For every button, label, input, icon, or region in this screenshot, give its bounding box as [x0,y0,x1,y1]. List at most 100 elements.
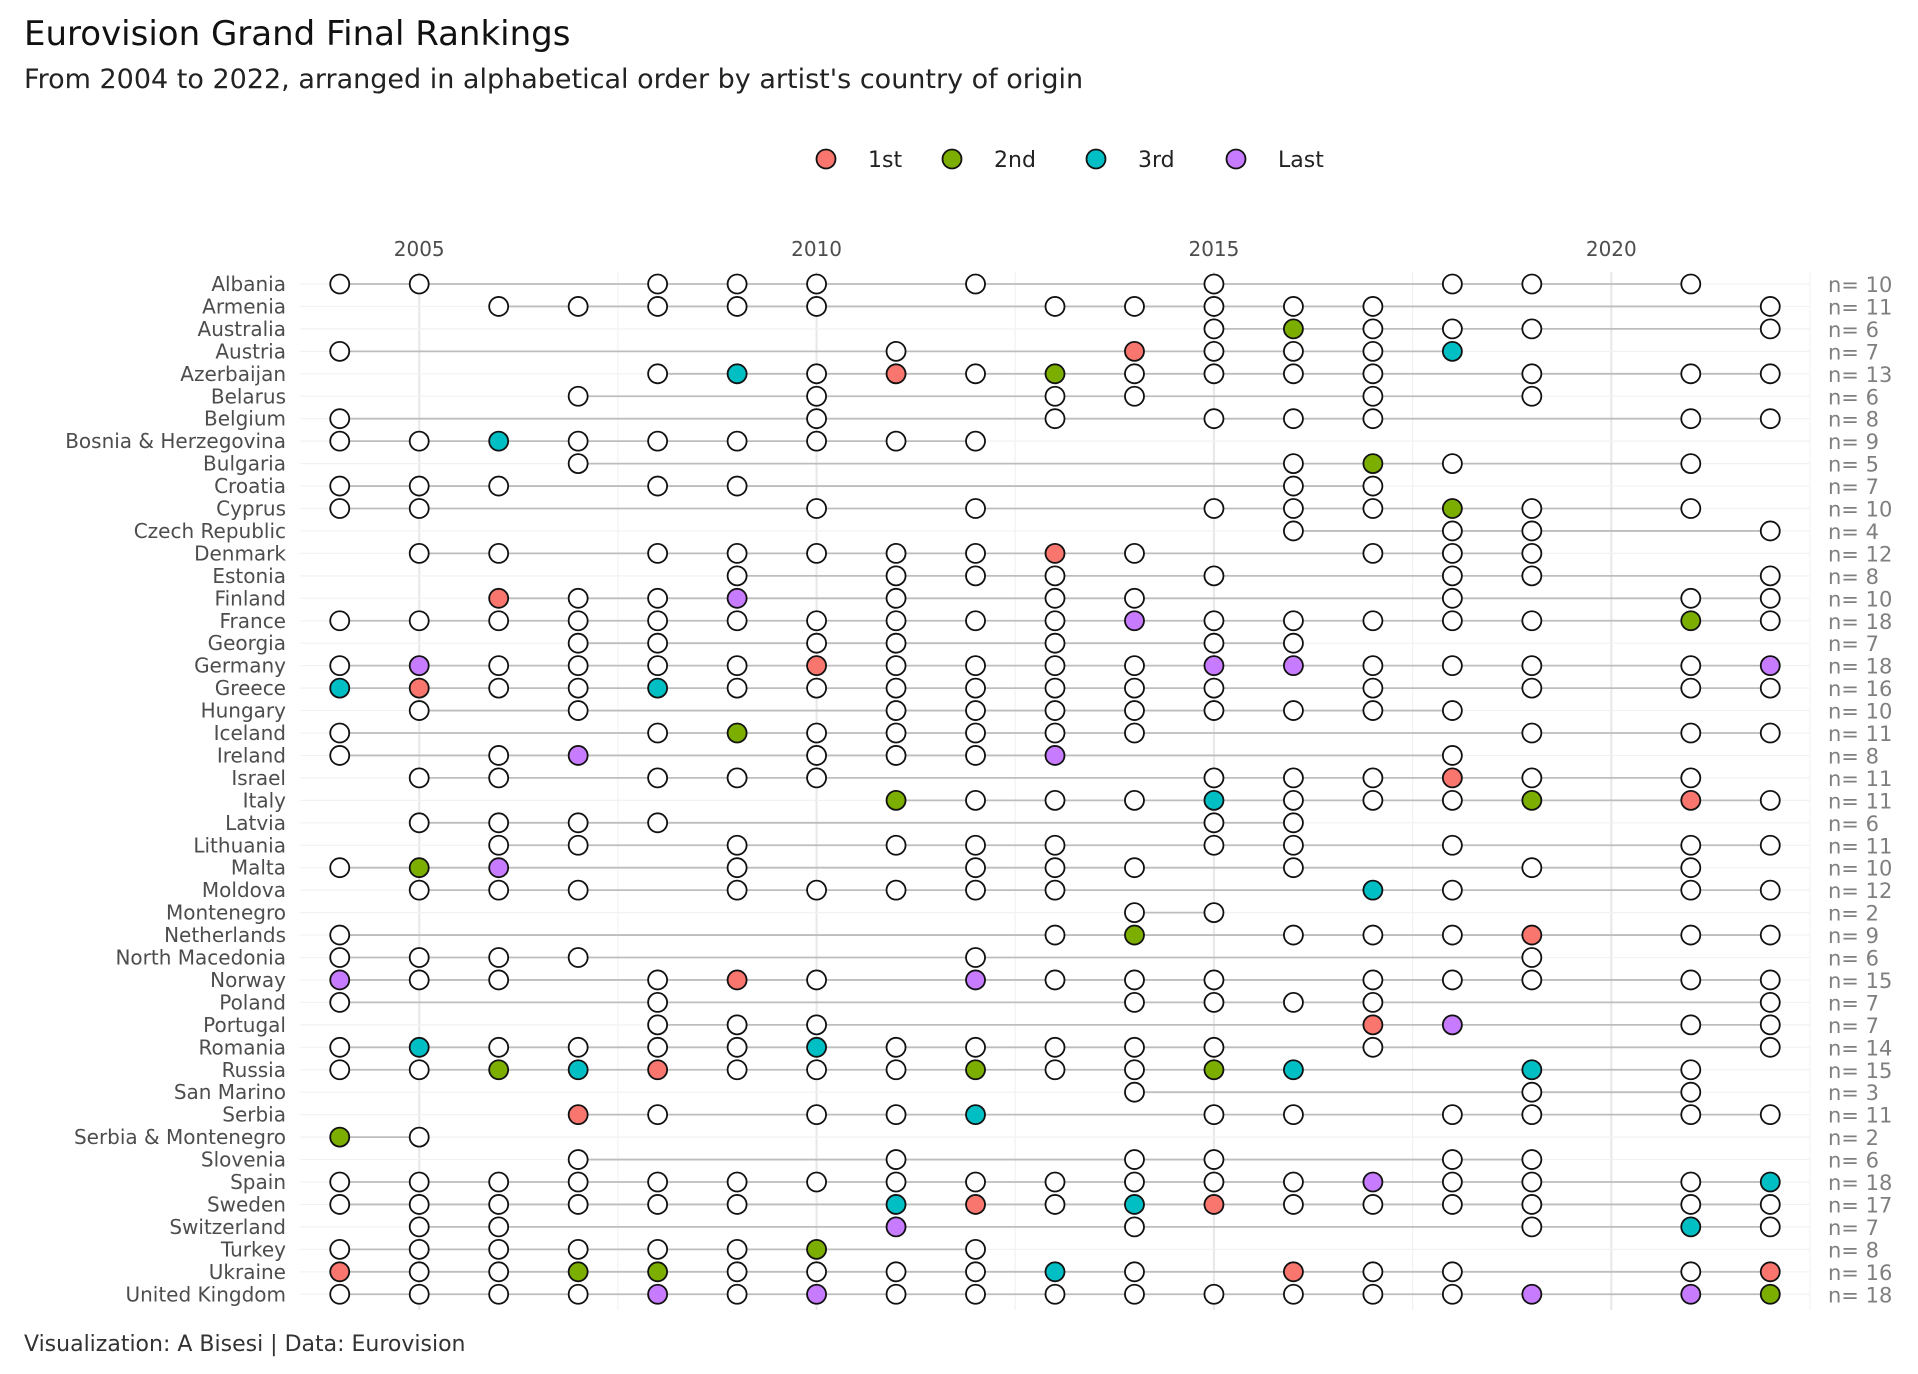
result-point [1362,475,1384,497]
result-point [647,610,669,632]
result-point [1521,1149,1543,1170]
country-row: Romania n= 14 [199,1035,1893,1060]
count-label: n= 6 [1828,1149,1879,1173]
country-label: Germany [194,654,286,678]
result-point [726,834,748,856]
result-point [885,1283,907,1305]
result-point [1203,296,1225,317]
country-row: Croatia n= 7 [214,474,1879,499]
count-label: n= 8 [1828,408,1879,432]
result-point [885,565,907,587]
country-label: Spain [230,1170,286,1194]
country-label: Albania [211,272,286,296]
result-point [726,1283,748,1305]
result-point [965,1238,986,1260]
result-point [806,677,827,699]
result-point [726,857,748,879]
result-point [806,745,827,766]
result-point [885,1036,907,1058]
country-label: Azerbaijan [180,362,286,386]
result-point [1044,677,1066,699]
count-label: n= 18 [1828,1283,1892,1307]
result-point [1362,700,1384,721]
result-point [1203,812,1225,834]
result-point [1362,992,1384,1013]
result-point [1362,296,1384,317]
result-point [567,453,589,475]
result-point [647,992,669,1013]
result-point [1124,969,1145,991]
result-point [1441,610,1463,632]
result-point [1283,789,1304,811]
result-point [647,1194,669,1215]
result-point [1283,834,1304,856]
result-point-last [1362,1171,1384,1193]
result-point [1521,857,1543,879]
count-label: n= 2 [1828,1126,1879,1150]
result-point [1044,857,1066,879]
result-point [1362,969,1384,991]
result-point [1124,857,1145,879]
result-point [329,273,351,295]
result-point [1680,1081,1702,1103]
country-label: Serbia [222,1103,286,1127]
country-label: Ireland [217,743,286,767]
count-label: n= 3 [1828,1081,1879,1105]
result-point [488,969,510,991]
result-point [1680,1261,1702,1283]
result-point [1521,947,1543,968]
country-row: Montenegro n= 2 [166,901,1879,926]
result-point [1124,1036,1145,1058]
country-row: Georgia n= 7 [208,631,1879,656]
result-point [806,767,827,789]
count-label: n= 11 [1828,1104,1892,1128]
country-row: France n= 18 [219,609,1892,634]
result-point [647,475,669,497]
count-label: n= 12 [1828,879,1892,903]
country-label: Slovenia [201,1148,286,1172]
result-point [1362,340,1384,362]
result-point [408,767,430,789]
result-point [329,408,351,430]
country-row: Bosnia & Herzegovina n= 9 [65,429,1879,454]
result-point [1759,408,1781,430]
result-point [329,857,351,879]
count-label: n= 10 [1828,498,1892,522]
result-point [1283,1171,1304,1193]
result-point [965,430,986,452]
result-point [329,475,351,497]
result-point [1124,1171,1145,1193]
result-point [1283,812,1304,834]
count-label: n= 7 [1828,340,1879,364]
result-point [647,812,669,834]
result-point [885,745,907,766]
result-point [1044,408,1066,430]
result-point-last [1283,655,1304,677]
country-row: Armenia n= 11 [202,294,1892,319]
count-label: n= 5 [1828,453,1879,477]
count-label: n= 10 [1828,273,1892,297]
result-point [647,543,669,564]
count-label: n= 8 [1828,1238,1879,1262]
result-point [1044,296,1066,317]
result-point [647,969,669,991]
result-point-2nd [1283,318,1304,340]
legend-key [815,148,837,170]
result-point-3rd [1362,879,1384,901]
result-point-3rd [806,1036,827,1058]
result-point [567,1238,589,1260]
result-point [1759,924,1781,946]
count-label: n= 8 [1828,565,1879,589]
country-row: Sweden n= 17 [207,1192,1892,1217]
result-point-2nd [1203,1059,1225,1081]
result-point [885,834,907,856]
country-row: Bulgaria n= 5 [203,452,1879,477]
country-label: Belarus [211,384,286,408]
result-point [1441,1104,1463,1126]
country-label: Netherlands [164,923,286,947]
result-point-2nd [1759,1283,1781,1305]
result-point [1680,453,1702,475]
result-point [1124,1261,1145,1283]
result-point [647,1014,669,1036]
